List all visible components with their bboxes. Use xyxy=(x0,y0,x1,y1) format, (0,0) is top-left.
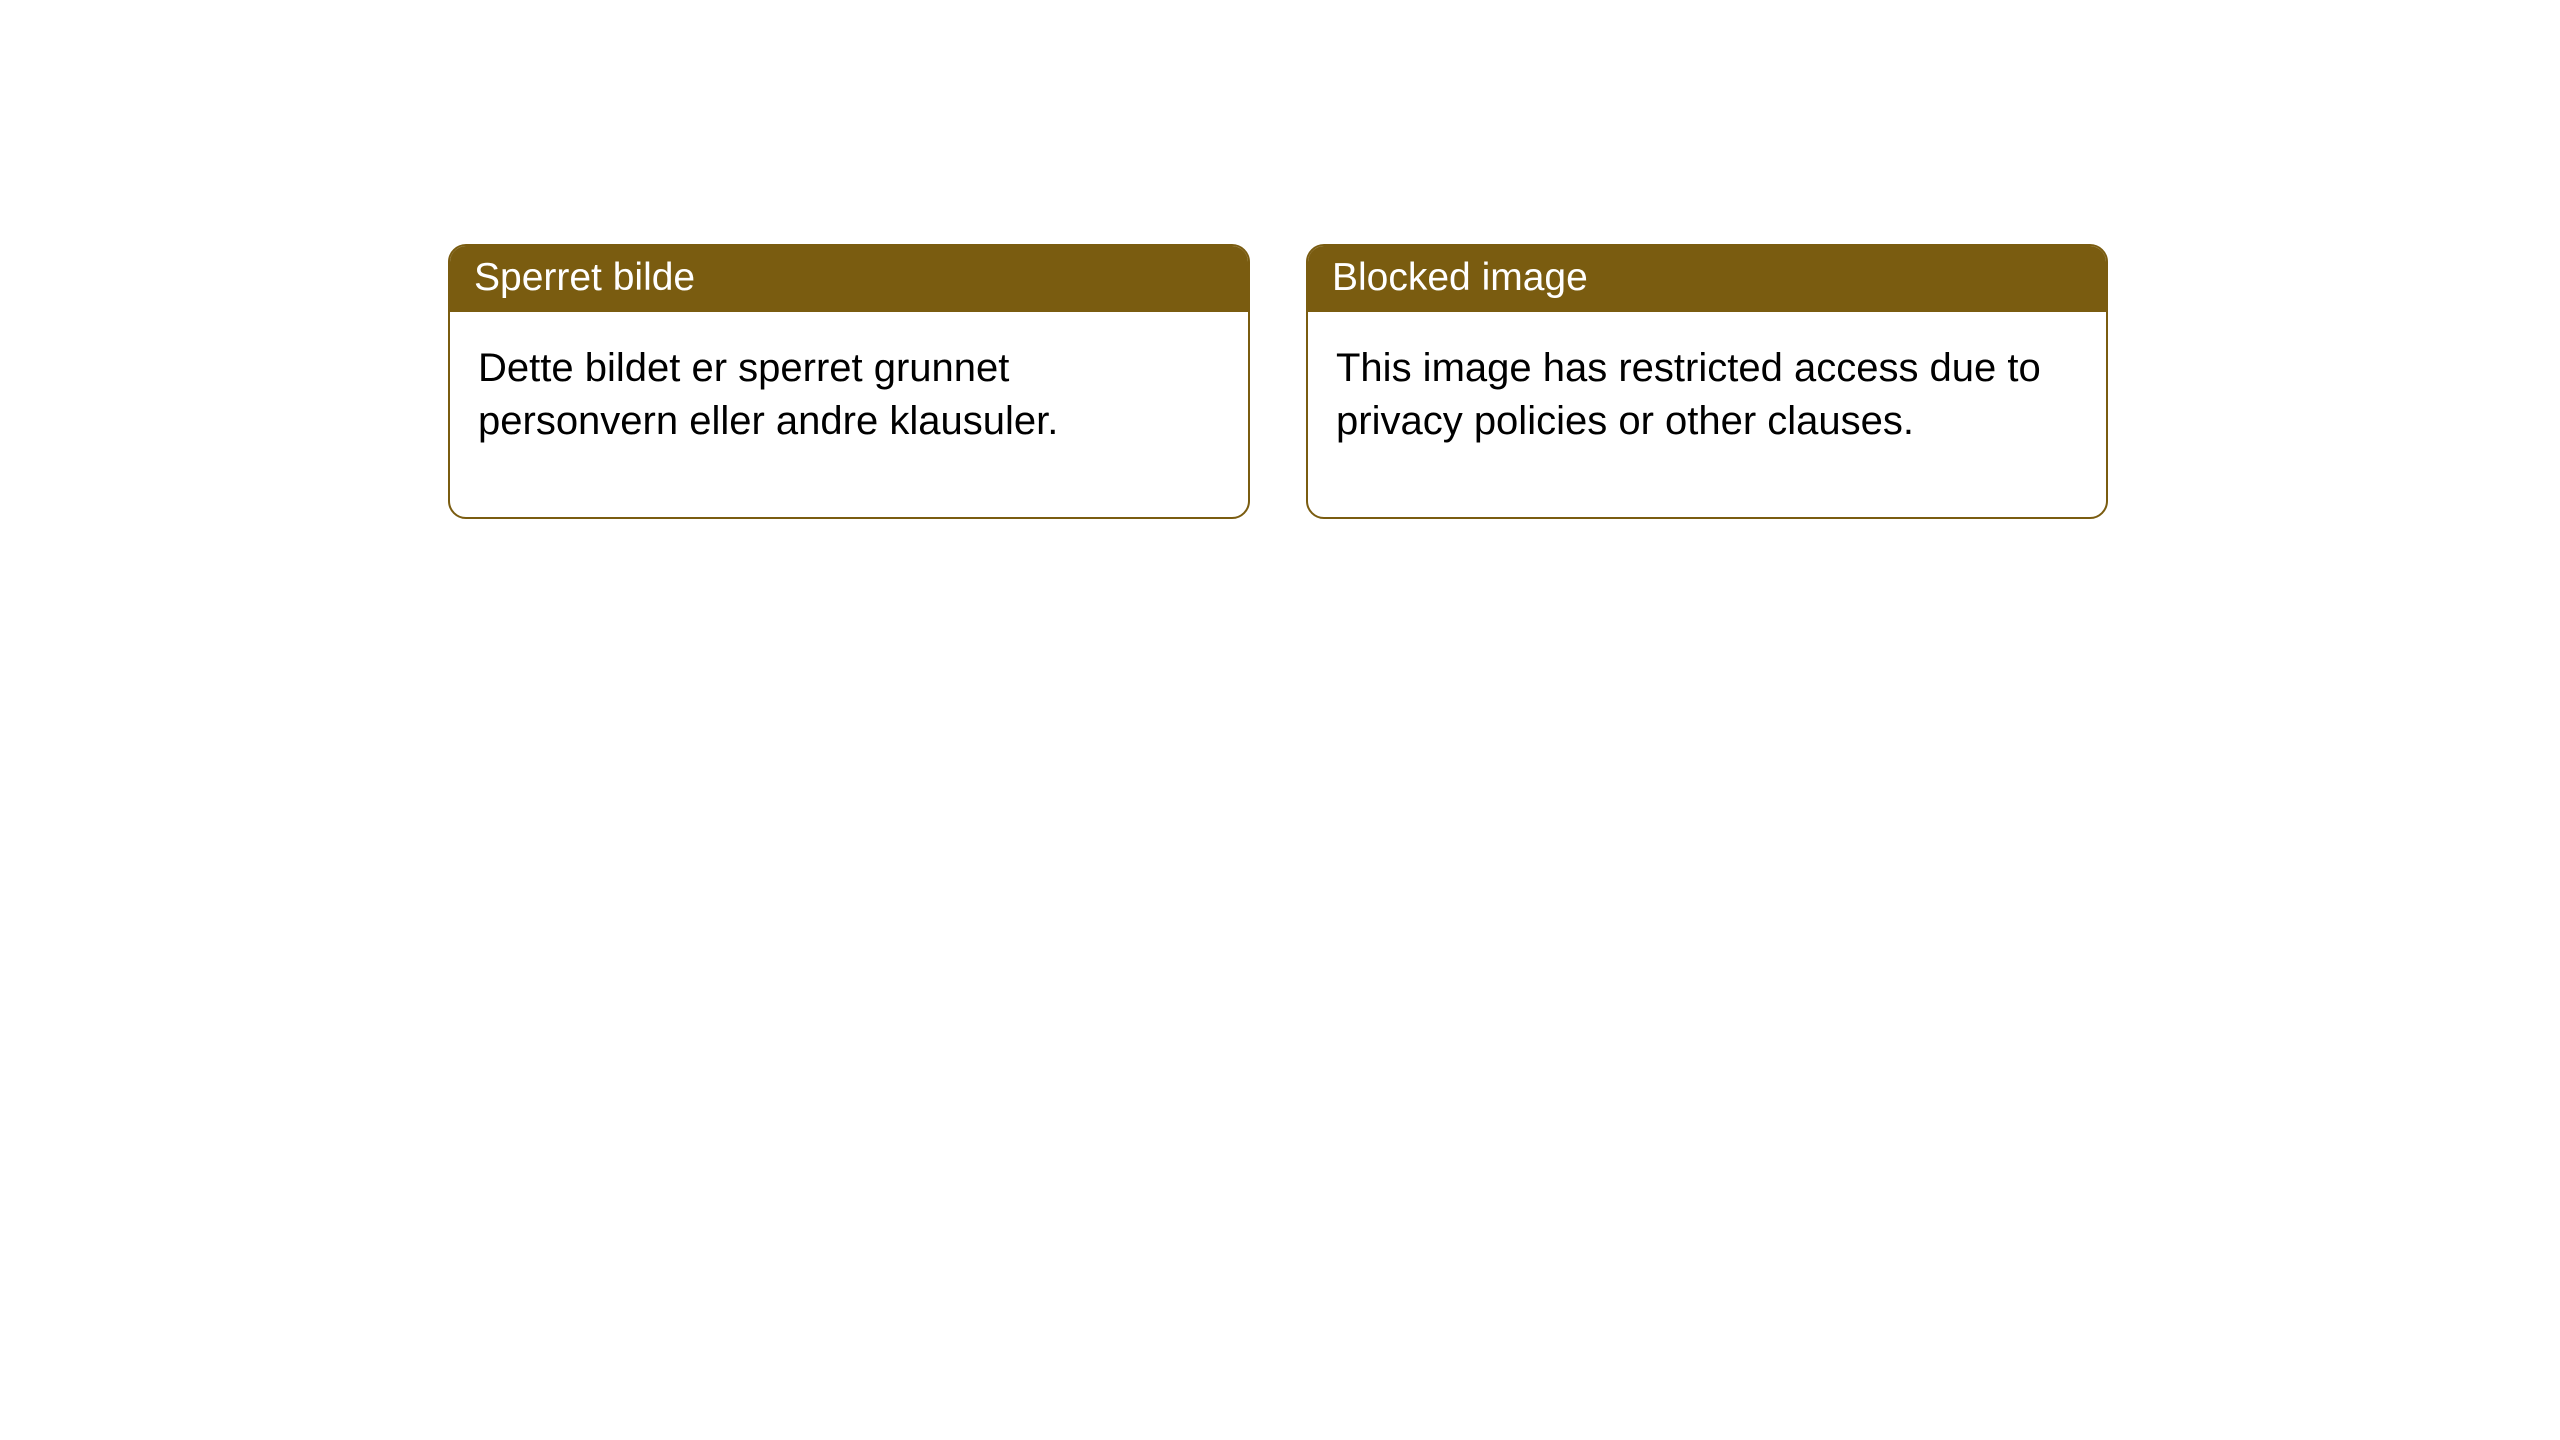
notice-body-english: This image has restricted access due to … xyxy=(1308,312,2106,518)
notice-body-norwegian: Dette bildet er sperret grunnet personve… xyxy=(450,312,1248,518)
notice-title-norwegian: Sperret bilde xyxy=(450,246,1248,312)
notice-row: Sperret bilde Dette bildet er sperret gr… xyxy=(0,0,2560,519)
notice-card-english: Blocked image This image has restricted … xyxy=(1306,244,2108,519)
notice-card-norwegian: Sperret bilde Dette bildet er sperret gr… xyxy=(448,244,1250,519)
notice-title-english: Blocked image xyxy=(1308,246,2106,312)
